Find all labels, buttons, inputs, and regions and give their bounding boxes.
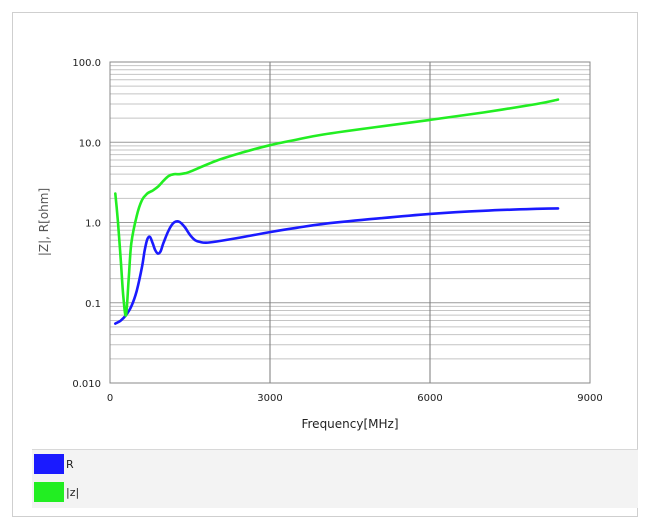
x-tick-label: 0 bbox=[107, 393, 113, 404]
legend-swatch-r bbox=[34, 454, 64, 474]
legend-item-z: |z| bbox=[34, 481, 79, 503]
y-axis-label: |Z|, R[ohm] bbox=[37, 188, 51, 256]
y-tick-label: 10.0 bbox=[79, 138, 101, 149]
y-tick-labels: 0.010 0.1 1.0 10.0 100.0 bbox=[72, 58, 101, 390]
plot-area bbox=[109, 61, 591, 384]
y-tick-label: 1.0 bbox=[85, 219, 101, 230]
series-line-z bbox=[114, 98, 560, 317]
x-tick-labels: 0 3000 6000 9000 bbox=[107, 393, 603, 404]
legend: R |z| bbox=[32, 449, 638, 508]
chart-frame: 0.010 0.1 1.0 10.0 100.0 0 3000 6000 9000 Frequ… bbox=[12, 12, 638, 517]
x-tick-label: 6000 bbox=[417, 393, 442, 404]
y-tick-label: 0.1 bbox=[85, 299, 101, 310]
y-tick-label: 0.010 bbox=[72, 379, 101, 390]
legend-swatch-z bbox=[34, 482, 64, 502]
x-tick-label: 9000 bbox=[577, 393, 602, 404]
y-tick-label: 100.0 bbox=[72, 58, 101, 69]
x-tick-label: 3000 bbox=[257, 393, 282, 404]
series-lines bbox=[114, 98, 560, 325]
x-axis-label: Frequency[MHz] bbox=[301, 417, 398, 431]
series-line-r bbox=[114, 207, 560, 325]
legend-item-r: R bbox=[34, 453, 74, 475]
legend-label-z: |z| bbox=[66, 485, 80, 499]
legend-label-r: R bbox=[66, 457, 74, 471]
chart-svg: 0.010 0.1 1.0 10.0 100.0 0 3000 6000 9000 Frequ… bbox=[37, 58, 603, 431]
